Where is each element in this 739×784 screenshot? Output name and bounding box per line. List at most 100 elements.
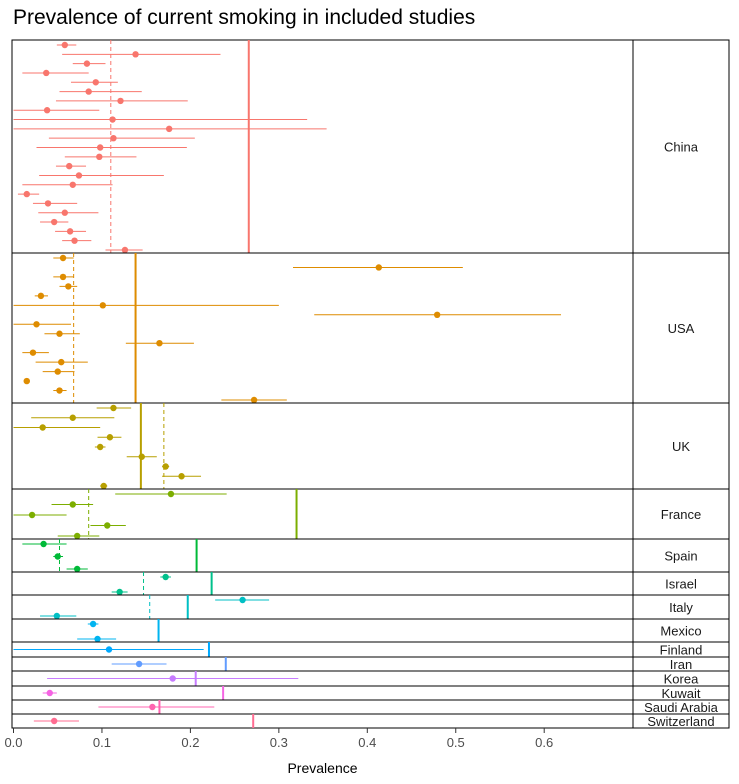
- panel-frame-israel: [11, 571, 634, 596]
- study-point-mexico-2: [94, 635, 101, 643]
- study-point-china-12: [96, 144, 104, 151]
- study-point-china-13: [96, 153, 103, 161]
- study-point-saudi-arabia-1: [149, 703, 156, 711]
- x-axis-title: Prevalence: [287, 760, 357, 776]
- study-point-china-6: [85, 88, 92, 95]
- study-point-spain-2: [54, 553, 61, 560]
- study-point-mexico-1: [89, 620, 97, 628]
- panel-label-usa: USA: [668, 321, 695, 336]
- x-tick-label-4: 0.4: [358, 735, 376, 750]
- study-point-france-5: [73, 532, 81, 540]
- study-point-uk-7: [162, 463, 169, 470]
- panel-frame-uk: [11, 402, 634, 490]
- panel-frame-france: [11, 488, 634, 540]
- study-point-france-2: [69, 501, 76, 508]
- panel-frame-kuwait: [11, 685, 634, 701]
- study-point-spain-3: [73, 565, 81, 573]
- study-point-china-1: [61, 41, 69, 49]
- panel-label-kuwait: Kuwait: [661, 686, 700, 701]
- panel-label-spain: Spain: [664, 549, 697, 564]
- study-point-finland-1: [105, 646, 113, 653]
- study-point-usa-15: [56, 387, 63, 394]
- study-point-usa-11: [29, 349, 37, 356]
- study-point-france-3: [28, 511, 36, 519]
- study-point-china-5: [92, 79, 99, 86]
- study-point-china-11: [110, 134, 117, 142]
- panel-label-uk: UK: [672, 439, 690, 454]
- study-point-usa-7: [433, 311, 441, 318]
- study-point-china-16: [69, 181, 76, 188]
- panel-label-china: China: [664, 140, 699, 155]
- study-point-usa-8: [33, 321, 40, 328]
- study-point-usa-1: [59, 254, 67, 262]
- study-point-uk-2: [69, 414, 76, 421]
- study-point-uk-1: [110, 404, 117, 412]
- study-point-china-8: [43, 107, 51, 114]
- study-point-usa-6: [99, 302, 107, 309]
- panel-label-france: France: [661, 507, 701, 522]
- panel-frame-italy: [11, 594, 634, 620]
- study-point-usa-3: [59, 273, 67, 281]
- study-point-spain-1: [40, 540, 47, 548]
- study-point-china-7: [117, 97, 124, 105]
- panel-label-finland: Finland: [660, 643, 703, 658]
- study-point-usa-14: [23, 377, 30, 385]
- panel-label-iran: Iran: [670, 657, 692, 672]
- study-point-china-2: [132, 51, 139, 58]
- study-point-uk-5: [96, 443, 104, 451]
- panel-frame-usa: [11, 252, 634, 404]
- panel-frame-spain: [11, 538, 634, 573]
- study-point-israel-2: [116, 588, 123, 596]
- study-point-usa-9: [56, 330, 63, 337]
- study-point-china-20: [50, 218, 58, 226]
- study-point-china-9: [109, 116, 116, 123]
- study-point-china-22: [71, 237, 78, 244]
- panel-frame-iran: [11, 656, 634, 672]
- study-point-usa-12: [58, 358, 65, 366]
- study-point-china-23: [121, 246, 129, 254]
- study-point-usa-4: [65, 283, 72, 290]
- panel-label-mexico: Mexico: [660, 624, 701, 639]
- study-point-kuwait-1: [46, 689, 53, 697]
- study-point-usa-2: [375, 264, 382, 271]
- study-point-israel-1: [162, 573, 169, 581]
- x-tick-label-1: 0.1: [93, 735, 111, 750]
- study-point-china-3: [83, 60, 91, 67]
- study-point-france-4: [104, 522, 111, 529]
- study-point-china-4: [43, 69, 50, 77]
- study-point-switzerland-1: [50, 717, 58, 725]
- panel-label-korea: Korea: [664, 672, 699, 687]
- study-point-china-15: [75, 172, 83, 179]
- panel-label-saudi-arabia: Saudi Arabia: [644, 700, 718, 715]
- panel-label-israel: Israel: [665, 577, 697, 592]
- study-point-china-10: [165, 125, 173, 133]
- study-point-italy-1: [239, 596, 246, 604]
- study-point-uk-6: [138, 453, 145, 460]
- study-point-uk-3: [39, 424, 46, 431]
- x-tick-label-0: 0.0: [4, 735, 22, 750]
- study-point-italy-2: [53, 612, 61, 620]
- panel-label-italy: Italy: [669, 600, 693, 615]
- x-tick-label-2: 0.2: [181, 735, 199, 750]
- chart-title: Prevalence of current smoking in include…: [13, 6, 476, 29]
- study-point-uk-9: [100, 482, 107, 490]
- study-point-korea-1: [169, 675, 176, 682]
- study-point-usa-13: [54, 368, 61, 375]
- strip-frame-switzerland: [632, 713, 730, 729]
- study-point-france-1: [167, 490, 175, 498]
- study-point-uk-8: [178, 473, 185, 480]
- x-tick-label-3: 0.3: [270, 735, 288, 750]
- study-point-usa-16: [250, 396, 258, 404]
- panel-label-switzerland: Switzerland: [647, 714, 714, 729]
- study-point-usa-5: [37, 292, 45, 300]
- x-tick-label-6: 0.6: [535, 735, 553, 750]
- study-point-usa-10: [156, 340, 163, 347]
- study-point-china-21: [66, 228, 74, 235]
- study-point-china-17: [23, 190, 30, 198]
- study-point-china-14: [66, 162, 73, 170]
- panel-frame-switzerland: [11, 713, 634, 729]
- panel-frame-china: [11, 39, 634, 254]
- study-point-china-19: [61, 209, 69, 216]
- x-tick-label-5: 0.5: [447, 735, 465, 750]
